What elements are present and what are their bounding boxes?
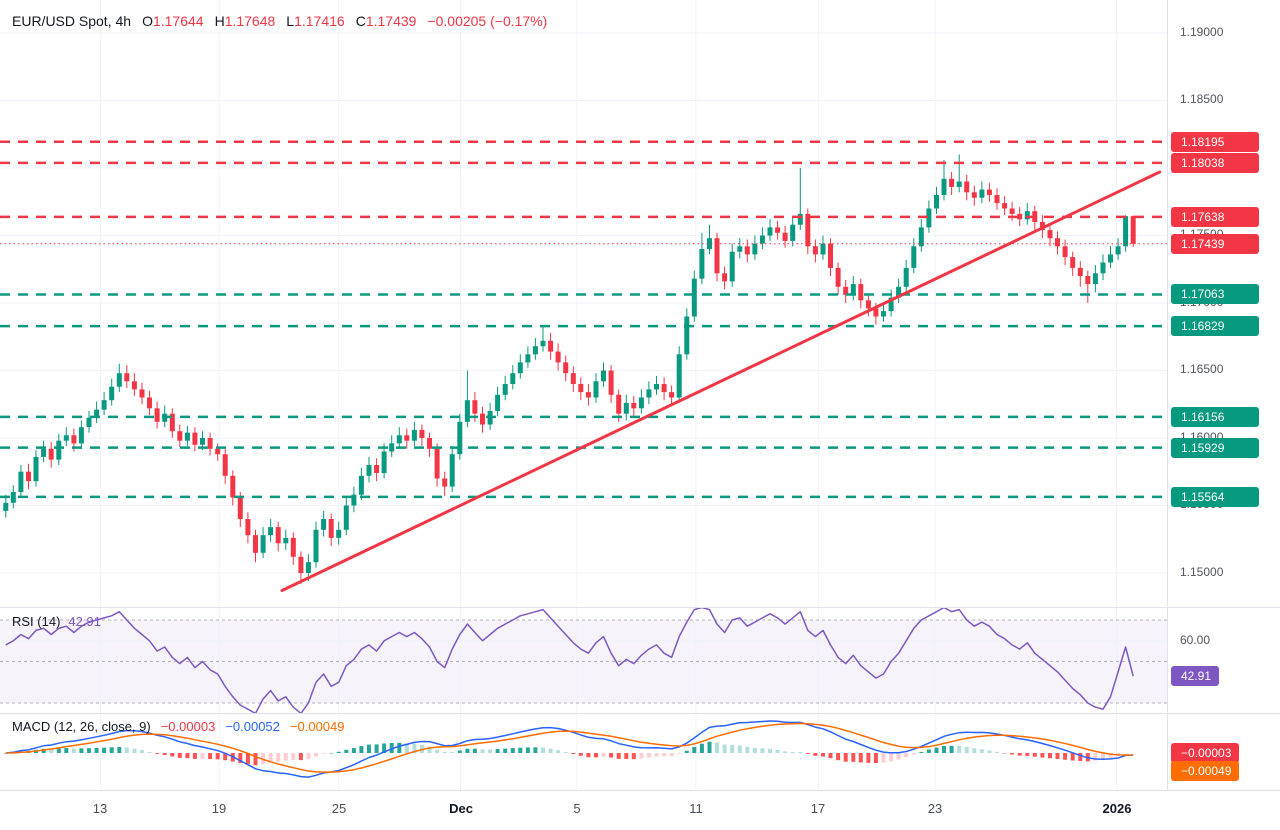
macd-signal-value: −0.00049 <box>289 719 345 734</box>
ohlc-close: C1.17439 <box>355 13 417 29</box>
symbol-legend[interactable]: EUR/USD Spot, 4h O1.17644 H1.17648 L1.17… <box>12 13 547 29</box>
support-level-tag: 1.15564 <box>1171 487 1259 507</box>
support-level-tag: 1.17063 <box>1171 284 1259 304</box>
time-axis-label: 2026 <box>1102 801 1132 816</box>
rsi-label[interactable]: RSI (14) <box>12 614 61 629</box>
resistance-level-tag: 1.17638 <box>1171 207 1259 227</box>
time-axis-label: 25 <box>331 801 347 816</box>
support-level-tag: 1.16156 <box>1171 407 1259 427</box>
price-scale[interactable]: 1.190001.185001.180001.175001.170001.165… <box>1167 0 1280 790</box>
time-axis-label: 17 <box>810 801 826 816</box>
rsi-legend[interactable]: RSI (14) 42.91 <box>12 614 101 629</box>
time-scale[interactable]: 13 19 25 Dec 5 11 17 23 2026 <box>0 790 1167 830</box>
panel-separator[interactable] <box>0 607 1280 608</box>
time-axis-label: 19 <box>211 801 227 816</box>
change-readout: −0.00205 (−0.17%) <box>427 13 548 29</box>
time-axis-label: 11 <box>689 801 703 816</box>
price-axis-label: 1.16500 <box>1180 362 1224 376</box>
price-axis-label: 1.18500 <box>1180 92 1224 106</box>
macd-signal-tag: −0.00049 <box>1171 761 1240 781</box>
rsi-value: 42.91 <box>68 614 101 629</box>
last-price-tag: 1.17439 <box>1171 234 1259 254</box>
price-axis-label: 1.15000 <box>1180 565 1224 579</box>
panel-separator[interactable] <box>0 713 1280 714</box>
price-chart-canvas[interactable] <box>0 0 1167 607</box>
ohlc-low: L1.17416 <box>286 13 345 29</box>
time-axis-separator <box>0 790 1280 791</box>
resistance-level-tag: 1.18195 <box>1171 132 1259 152</box>
rsi-value-tag: 42.91 <box>1171 666 1220 686</box>
rsi-panel-canvas[interactable] <box>0 607 1167 713</box>
macd-label[interactable]: MACD (12, 26, close, 9) <box>12 719 151 734</box>
ohlc-high: H1.17648 <box>214 13 276 29</box>
macd-line-value: −0.00052 <box>225 719 280 734</box>
ohlc-open: O1.17644 <box>142 13 204 29</box>
price-axis-label: 1.19000 <box>1180 25 1224 39</box>
symbol-title[interactable]: EUR/USD Spot, 4h <box>12 13 132 29</box>
support-level-tag: 1.16829 <box>1171 316 1259 336</box>
rsi-axis-label: 60.00 <box>1180 633 1211 647</box>
macd-hist-tag: −0.00003 <box>1171 743 1240 763</box>
resistance-level-tag: 1.18038 <box>1171 153 1259 173</box>
macd-hist-value: −0.00003 <box>160 719 216 734</box>
macd-legend[interactable]: MACD (12, 26, close, 9) −0.00003 −0.0005… <box>12 719 345 734</box>
time-axis-label: 5 <box>573 801 581 816</box>
time-axis-label: 23 <box>927 801 943 816</box>
time-axis-label: Dec <box>449 801 473 816</box>
support-level-tag: 1.15929 <box>1171 438 1259 458</box>
time-axis-label: 13 <box>92 801 108 816</box>
macd-panel-canvas[interactable] <box>0 713 1167 790</box>
